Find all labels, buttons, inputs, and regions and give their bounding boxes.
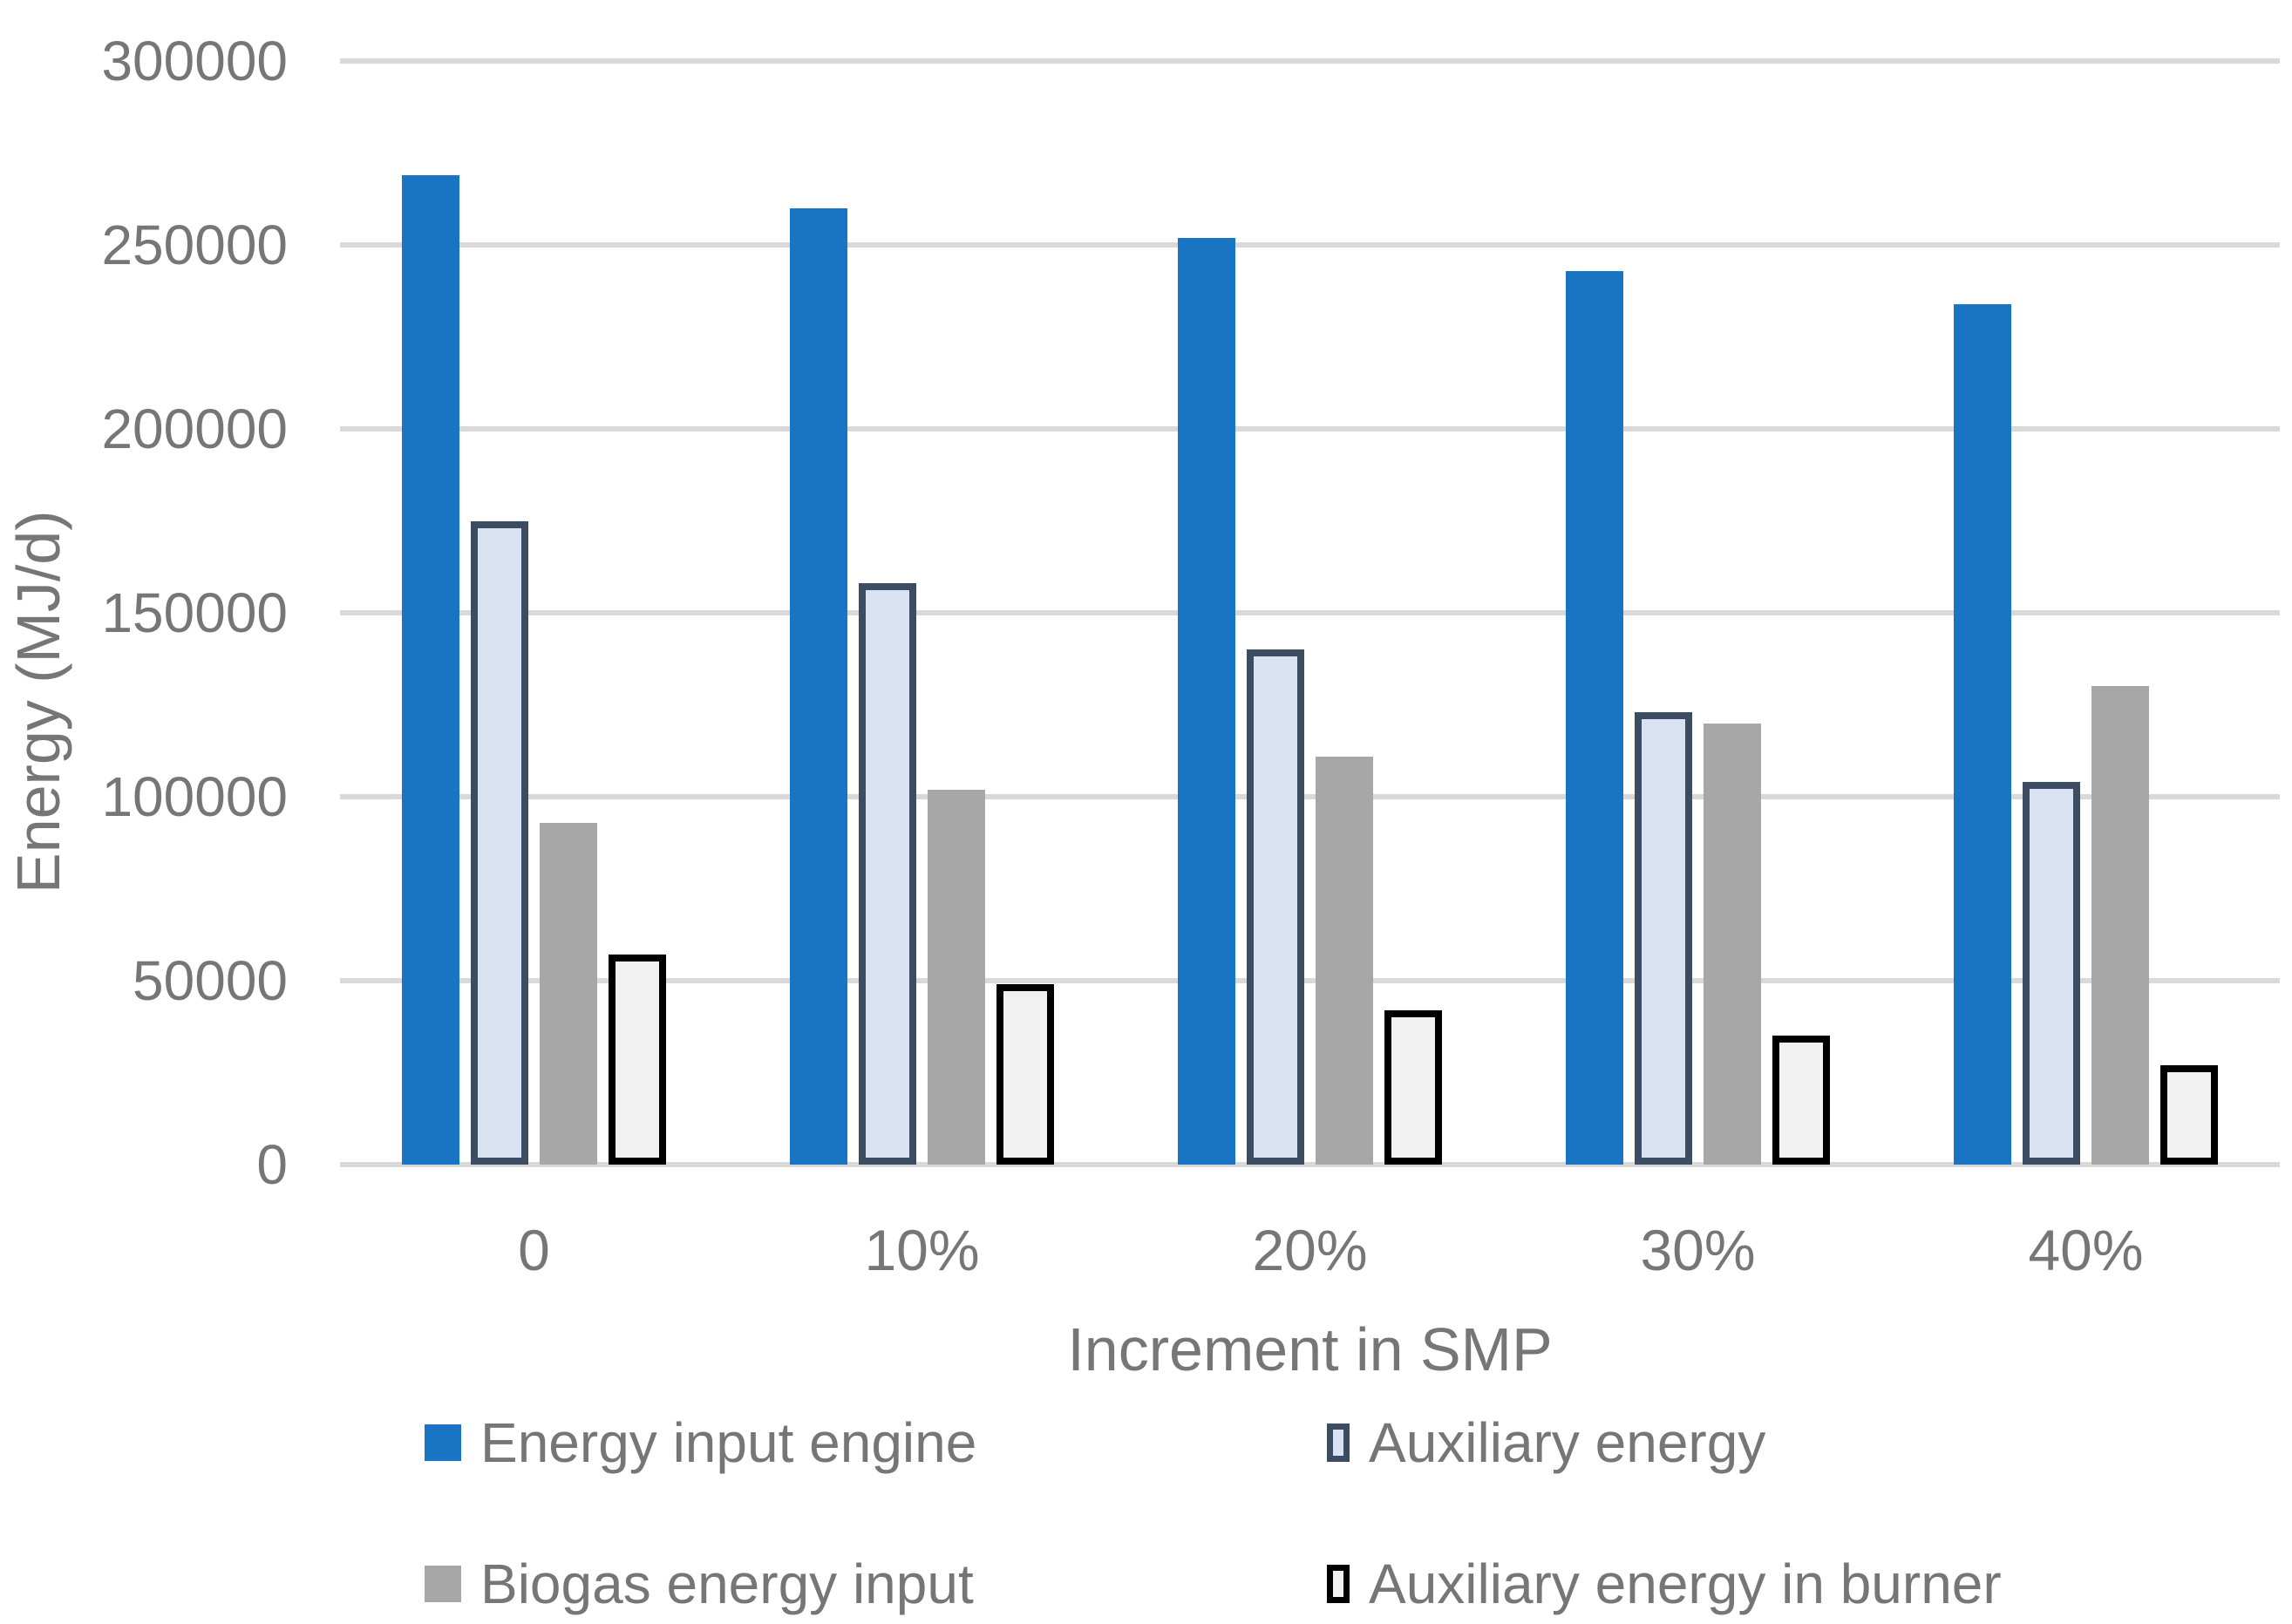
bar-auxiliary-energy-10 xyxy=(859,583,916,1165)
bar-group-0 xyxy=(340,61,728,1165)
x-tick-30: 30% xyxy=(1640,1218,1756,1282)
bar-biogas-energy-input-10 xyxy=(928,789,985,1165)
legend-label-auxiliary-energy-in-burner: Auxiliary energy in burner xyxy=(1369,1553,2002,1615)
legend-swatch-biogas-energy-input xyxy=(425,1566,461,1602)
bar-groups xyxy=(340,61,2280,1165)
gridline-200000 xyxy=(340,426,2280,431)
bar-auxiliary-energy-20 xyxy=(1247,649,1304,1165)
bar-biogas-energy-input-0 xyxy=(540,822,597,1165)
x-tick-0: 0 xyxy=(518,1218,550,1282)
bar-auxiliary-energy-in-burner-0 xyxy=(609,955,666,1165)
x-tick-10: 10% xyxy=(864,1218,980,1282)
bar-auxiliary-energy-in-burner-10 xyxy=(996,984,1054,1165)
gridline-300000 xyxy=(340,58,2280,64)
gridline-150000 xyxy=(340,610,2280,615)
legend-swatch-auxiliary-energy xyxy=(1327,1424,1350,1462)
legend-item-biogas-energy-input: Biogas energy input xyxy=(425,1553,974,1615)
x-axis-tick-labels: 0 10% 20% 30% 40% xyxy=(340,1217,2280,1287)
y-tick-0: 0 xyxy=(256,1133,288,1196)
bar-auxiliary-energy-in-burner-20 xyxy=(1384,1009,1442,1165)
bar-auxiliary-energy-in-burner-30 xyxy=(1772,1036,1830,1165)
legend-item-energy-input-engine: Energy input engine xyxy=(425,1411,976,1474)
bar-energy-input-engine-30 xyxy=(1566,270,1623,1165)
y-tick-300000: 300000 xyxy=(101,30,288,92)
bar-energy-input-engine-0 xyxy=(402,174,459,1165)
legend-swatch-energy-input-engine xyxy=(425,1424,461,1461)
bar-group-40 xyxy=(1892,61,2280,1165)
y-tick-150000: 150000 xyxy=(101,581,288,644)
x-tick-40: 40% xyxy=(2028,1218,2144,1282)
bar-group-10 xyxy=(728,61,1116,1165)
bar-group-30 xyxy=(1504,61,1892,1165)
gridline-0 xyxy=(340,1162,2280,1167)
gridline-100000 xyxy=(340,794,2280,799)
plot-area xyxy=(340,58,2280,1167)
bar-auxiliary-energy-0 xyxy=(471,520,528,1165)
bar-auxiliary-energy-40 xyxy=(2023,782,2080,1165)
gridline-50000 xyxy=(340,978,2280,983)
bar-biogas-energy-input-40 xyxy=(2091,686,2149,1165)
legend-label-auxiliary-energy: Auxiliary energy xyxy=(1369,1411,1766,1474)
bar-auxiliary-energy-30 xyxy=(1635,711,1692,1165)
bar-group-20 xyxy=(1116,61,1504,1165)
bar-biogas-energy-input-30 xyxy=(1704,723,1761,1165)
x-axis-title: Increment in SMP xyxy=(1067,1315,1553,1383)
legend-item-auxiliary-energy: Auxiliary energy xyxy=(1327,1411,1765,1474)
bar-biogas-energy-input-20 xyxy=(1316,756,1373,1165)
y-axis-title: Energy (MJ/d) xyxy=(4,510,72,894)
bar-energy-input-engine-10 xyxy=(790,207,847,1165)
x-tick-20: 20% xyxy=(1252,1218,1368,1282)
legend-label-biogas-energy-input: Biogas energy input xyxy=(480,1553,974,1615)
bar-energy-input-engine-20 xyxy=(1178,237,1235,1165)
legend-swatch-auxiliary-energy-in-burner xyxy=(1327,1565,1350,1603)
y-tick-200000: 200000 xyxy=(101,398,288,460)
y-tick-50000: 50000 xyxy=(133,949,288,1012)
y-tick-100000: 100000 xyxy=(101,765,288,828)
y-tick-250000: 250000 xyxy=(101,214,288,276)
gridline-250000 xyxy=(340,242,2280,248)
bar-energy-input-engine-40 xyxy=(1954,303,2011,1165)
legend-item-auxiliary-energy-in-burner: Auxiliary energy in burner xyxy=(1327,1553,2002,1615)
bar-auxiliary-energy-in-burner-40 xyxy=(2160,1065,2218,1165)
legend-label-energy-input-engine: Energy input engine xyxy=(480,1411,977,1474)
